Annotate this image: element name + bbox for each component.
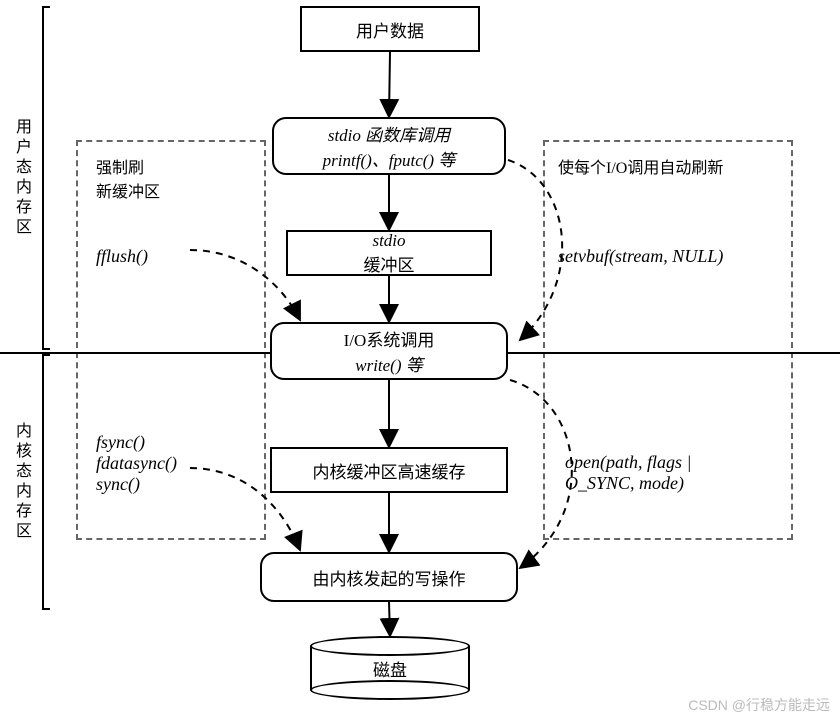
- brace-user: [42, 6, 44, 350]
- node-kernel-write: 由内核发起的写操作: [260, 552, 518, 602]
- label-fsync: fsync()fdatasync()sync(): [96, 432, 177, 495]
- label-fflush: fflush(): [96, 246, 148, 267]
- node-disk: 磁盘: [310, 646, 470, 690]
- label-right-top: 使每个I/O调用自动刷新: [558, 154, 723, 178]
- diagram-canvas: 用户态内存区 内核态内存区 用户数据 stdio 函数库调用printf()、f…: [0, 0, 840, 717]
- label-open: open(path, flags |O_SYNC, mode): [565, 452, 691, 494]
- watermark: CSDN @行稳方能走远: [688, 695, 830, 715]
- node-kernel-buf: 内核缓冲区高速缓存: [270, 447, 508, 493]
- brace-kernel: [42, 354, 44, 610]
- node-stdio-buf: stdio 缓冲区: [286, 230, 492, 276]
- node-stdio-call: stdio 函数库调用printf()、fputc() 等: [272, 117, 506, 175]
- disk-label: 磁盘: [373, 656, 407, 681]
- label-user-mem: 用户态内存区: [14, 118, 34, 238]
- label-setvbuf: setvbuf(stream, NULL): [558, 246, 723, 267]
- node-user-data: 用户数据: [300, 6, 480, 52]
- label-kernel-mem: 内核态内存区: [14, 422, 34, 542]
- label-left-top: 强制刷新缓冲区: [96, 154, 160, 202]
- node-io-syscall: I/O系统调用write() 等: [270, 322, 508, 380]
